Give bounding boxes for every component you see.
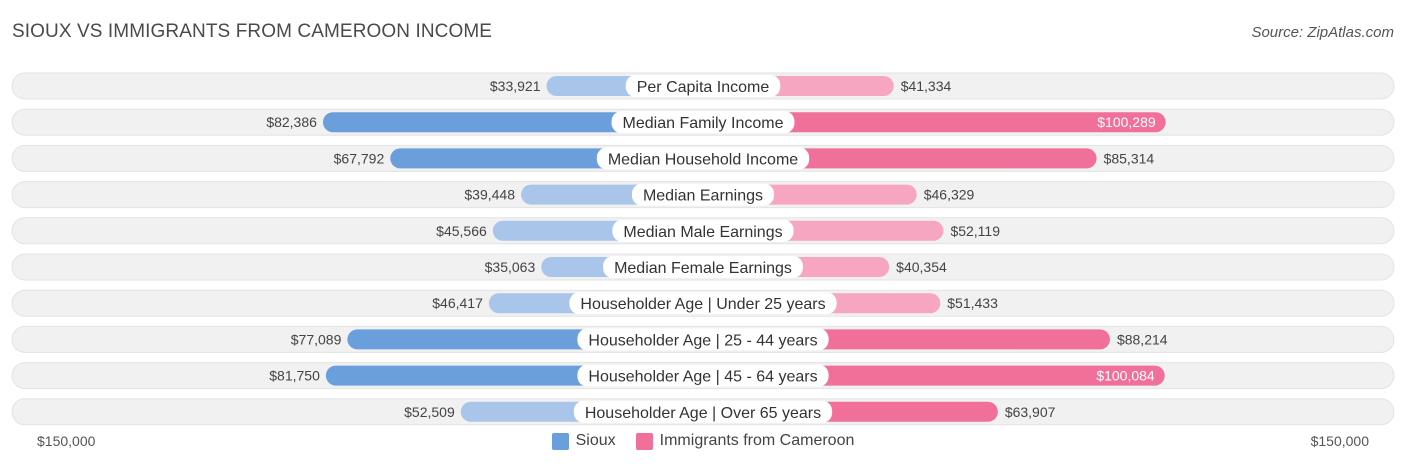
legend-label-cameroon: Immigrants from Cameroon [659,432,855,449]
legend-swatch-sioux [551,432,569,450]
row-median-female-earnings: $35,063 $40,354 Median Female Earnings [11,253,1395,281]
value-label-sioux: $67,792 [334,150,385,166]
row-householder-age-25-44-years: $77,089 $88,214 Householder Age | 25 - 44 … [11,325,1395,353]
category-label: Median Female Earnings [614,260,792,277]
value-label-cameroon: $85,314 [1104,150,1155,166]
value-label-sioux: $81,750 [269,368,320,384]
category-pill [569,292,837,315]
row-householder-age-45-64-years: $81,750 $100,084 Householder Age | 45 - 64… [11,362,1395,390]
category-pill [611,111,795,134]
value-label-sioux: $46,417 [432,295,483,311]
row-median-male-earnings: $45,566 $52,119 Median Male Earnings [11,217,1395,245]
category-label: Householder Age | 25 - 44 years [588,332,817,349]
category-label: Per Capita Income [637,79,770,96]
value-label-cameroon: $41,334 [901,78,952,94]
category-label: Householder Age | 45 - 64 years [588,369,817,386]
chart-source: Source: ZipAtlas.com [1251,24,1394,41]
category-pill [625,75,781,97]
axis-right-label: $150,000 [1310,433,1369,449]
row-median-earnings: $39,448 $46,329 Median Earnings [11,181,1395,209]
category-pill [577,364,829,387]
category-label: Median Family Income [623,115,784,132]
value-label-cameroon: $52,119 [950,223,1000,239]
category-pill [612,219,794,242]
legend-item-cameroon[interactable]: Immigrants from Cameroon [635,432,855,450]
category-pill [596,147,810,170]
legend-label-sioux: Sioux [575,432,616,449]
bar-cameroon[interactable] [703,112,1166,133]
category-label: Median Earnings [643,188,763,205]
value-label-sioux: $52,509 [404,404,455,420]
value-label-cameroon: $100,084 [1096,368,1155,384]
row-householder-age-over-65-years: $52,509 $63,907 Householder Age | Over 65 … [11,398,1395,426]
legend-item-sioux[interactable]: Sioux [551,432,616,450]
chart-title: SIOUX VS IMMIGRANTS FROM CAMEROON INCOME [12,21,493,42]
value-label-cameroon: $40,354 [896,259,947,275]
value-label-sioux: $77,089 [291,331,342,347]
category-label: Householder Age | Over 65 years [585,405,821,422]
category-label: Median Household Income [608,151,798,168]
value-label-sioux: $35,063 [485,259,536,275]
bar-sioux[interactable] [322,112,703,133]
value-label-cameroon: $63,907 [1005,404,1056,420]
value-label-sioux: $39,448 [464,187,515,203]
value-label-cameroon: $88,214 [1117,331,1168,347]
value-label-cameroon: $51,433 [947,295,998,311]
category-pill [603,256,803,278]
row-householder-age-under-25-years: $46,417 $51,433 Householder Age | Under 25… [11,289,1395,317]
row-median-family-income: $82,386 $100,289 Median Family Income [11,108,1395,136]
value-label-sioux: $33,921 [490,78,541,94]
axis-left-label: $150,000 [37,433,96,449]
row-per-capita-income: $33,921 $41,334 Per Capita Income [11,72,1395,100]
category-label: Median Male Earnings [623,224,782,241]
category-pill [631,183,775,206]
legend: Sioux Immigrants from Cameroon [0,432,1406,450]
category-pill [577,328,829,351]
value-label-cameroon: $100,289 [1097,114,1156,130]
category-label: Householder Age | Under 25 years [580,296,825,313]
row-median-household-income: $67,792 $85,314 Median Household Income [11,144,1395,172]
legend-swatch-cameroon [635,432,653,450]
value-label-sioux: $45,566 [436,223,487,239]
category-pill [573,400,833,423]
value-label-cameroon: $46,329 [924,187,975,203]
value-label-sioux: $82,386 [266,114,317,130]
